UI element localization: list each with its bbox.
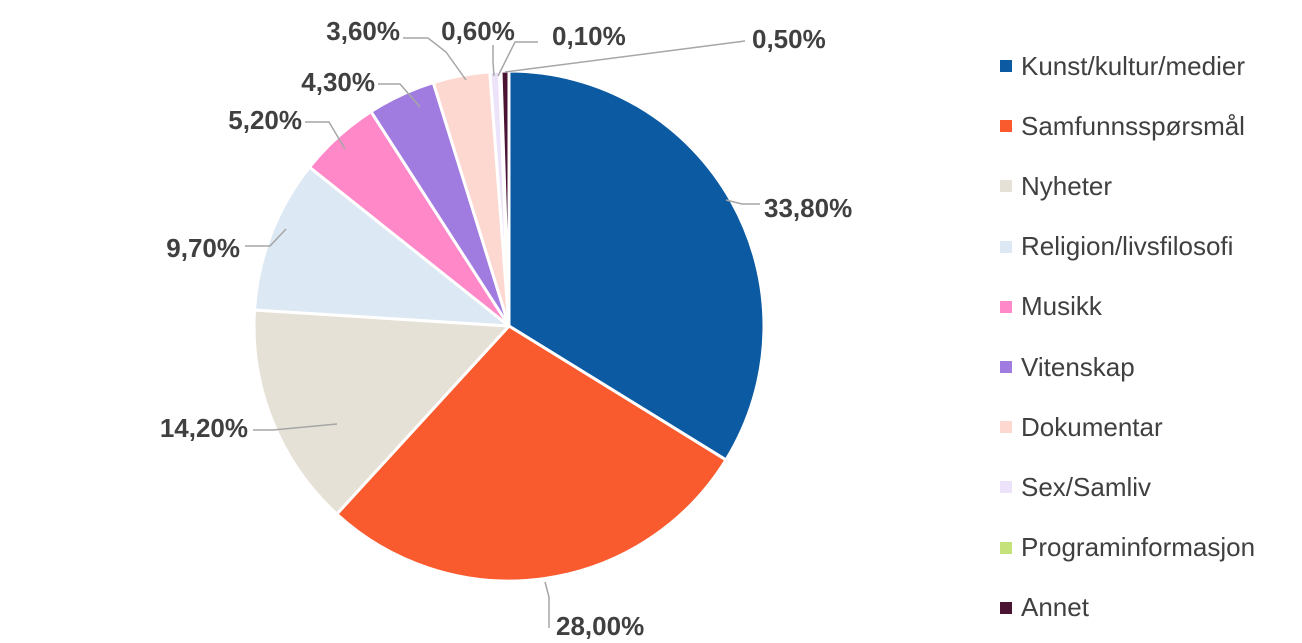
legend-swatch xyxy=(1000,541,1012,554)
legend-label: Kunst/kultur/medier xyxy=(1021,50,1245,81)
data-label: 0,50% xyxy=(752,24,826,54)
leader-line xyxy=(492,45,495,77)
legend-swatch xyxy=(1000,240,1012,253)
legend-item: Musikk xyxy=(1000,277,1255,337)
legend-item: Dokumentar xyxy=(1000,397,1255,457)
legend-label: Annet xyxy=(1021,592,1089,623)
legend-item: Vitenskap xyxy=(1000,337,1255,397)
pie-slice-3 xyxy=(253,165,511,328)
data-label: 3,60% xyxy=(326,16,400,46)
legend-swatch xyxy=(1000,601,1012,614)
legend-label: Religion/livsfilosofi xyxy=(1021,231,1234,262)
legend-item: Nyheter xyxy=(1000,156,1255,216)
pie-slice-2 xyxy=(252,308,511,516)
leader-line xyxy=(544,581,550,628)
legend-item: Religion/livsfilosofi xyxy=(1000,217,1255,277)
leader-line xyxy=(504,40,746,73)
legend-item: Annet xyxy=(1000,578,1255,638)
legend-label: Programinformasjon xyxy=(1021,532,1256,563)
data-label: 0,60% xyxy=(441,16,515,46)
leader-line xyxy=(497,41,538,77)
legend-swatch xyxy=(1000,180,1012,193)
legend-swatch xyxy=(1000,361,1012,374)
legend-swatch xyxy=(1000,300,1012,313)
leader-line xyxy=(253,423,338,431)
data-label: 0,10% xyxy=(552,21,626,51)
legend-item: Samfunnsspørsmål xyxy=(1000,96,1255,156)
leader-line xyxy=(403,37,467,81)
legend-label: Dokumentar xyxy=(1021,411,1163,442)
leader-line xyxy=(305,121,346,150)
pie-slice-1 xyxy=(335,324,728,583)
data-label: 28,00% xyxy=(556,611,644,641)
legend-item: Programinformasjon xyxy=(1000,518,1255,578)
legend-swatch xyxy=(1000,60,1012,73)
legend-item: Kunst/kultur/medier xyxy=(1000,36,1255,96)
legend-label: Samfunnsspørsmål xyxy=(1021,110,1245,141)
legend-item: Sex/Samliv xyxy=(1000,457,1255,517)
data-label: 9,70% xyxy=(166,233,240,263)
legend-swatch xyxy=(1000,421,1012,434)
legend-swatch xyxy=(1000,120,1012,133)
legend-label: Vitenskap xyxy=(1021,351,1135,382)
leader-line xyxy=(245,228,287,247)
legend-label: Nyheter xyxy=(1021,170,1113,201)
legend-label: Musikk xyxy=(1021,291,1102,322)
leader-line xyxy=(378,83,421,108)
data-label: 5,20% xyxy=(228,105,302,135)
data-label: 33,80% xyxy=(764,193,852,223)
legend-label: Sex/Samliv xyxy=(1021,471,1152,502)
data-label: 4,30% xyxy=(301,67,375,97)
legend-swatch xyxy=(1000,481,1012,494)
data-label: 14,20% xyxy=(160,413,248,443)
leader-line xyxy=(725,199,760,205)
legend: Kunst/kultur/medier Samfunnsspørsmål Nyhet… xyxy=(1000,36,1255,638)
